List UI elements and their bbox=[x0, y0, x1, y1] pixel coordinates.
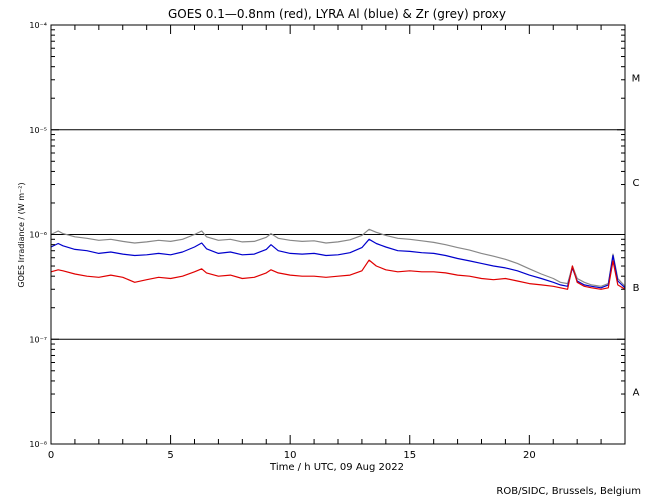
y-tick-label: 10⁻⁷ bbox=[29, 335, 47, 344]
x-tick-label: 15 bbox=[403, 450, 416, 461]
x-tick-label: 5 bbox=[167, 450, 173, 461]
credit-footer: ROB/SIDC, Brussels, Belgium bbox=[496, 486, 641, 497]
series-line-grey bbox=[50, 228, 626, 287]
x-tick-label: 20 bbox=[523, 450, 536, 461]
flare-class-lines bbox=[51, 129, 625, 340]
x-tick-label: 0 bbox=[48, 450, 54, 461]
flare-class-label: M bbox=[632, 73, 641, 84]
flare-class-label: A bbox=[633, 388, 640, 399]
series-line-blue bbox=[50, 238, 626, 289]
x-axis: 0 5 10 15 20 bbox=[48, 25, 626, 461]
flare-class-labels: M C B A bbox=[632, 73, 641, 398]
flare-class-label: B bbox=[633, 283, 640, 294]
y-tick-label: 10⁻⁸ bbox=[29, 440, 47, 449]
y-axis: 10⁻⁴ 10⁻⁵ 10⁻⁶ 10⁻⁷ 10⁻⁸ bbox=[29, 21, 625, 449]
x-axis-label: Time / h UTC, 09 Aug 2022 bbox=[269, 462, 404, 473]
chart-title: GOES 0.1—0.8nm (red), LYRA Al (blue) & Z… bbox=[168, 7, 506, 21]
series-layer bbox=[50, 228, 626, 290]
x-tick-label: 10 bbox=[284, 450, 297, 461]
y-tick-label: 10⁻⁵ bbox=[29, 126, 47, 135]
y-tick-label: 10⁻⁶ bbox=[29, 231, 47, 240]
flare-class-label: C bbox=[633, 178, 640, 189]
y-tick-label: 10⁻⁴ bbox=[29, 21, 47, 30]
series-line-red bbox=[50, 259, 626, 290]
y-axis-label: GOES Irradiance / (W m⁻²) bbox=[17, 182, 26, 287]
